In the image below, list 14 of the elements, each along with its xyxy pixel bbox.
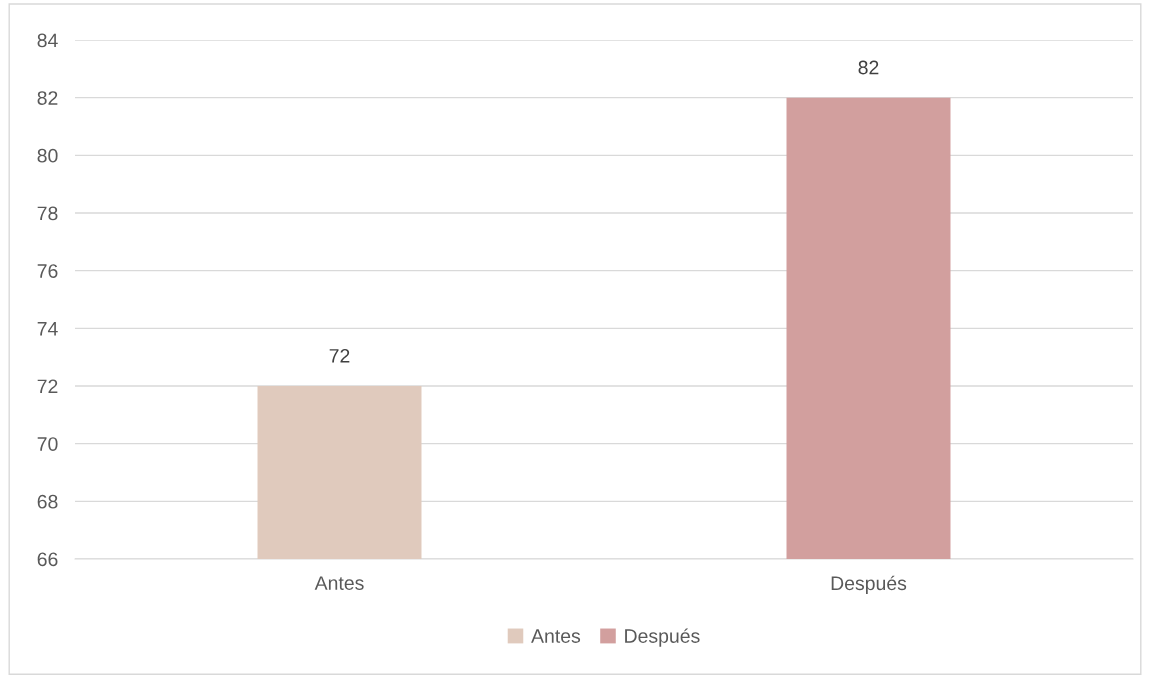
y-tick-label: 82: [37, 91, 58, 105]
y-tick-label: 74: [37, 322, 58, 336]
y-tick-label: 66: [37, 552, 58, 567]
y-tick-label: 76: [37, 264, 58, 278]
legend-label: Después: [625, 628, 700, 647]
y-tick-label: 84: [37, 33, 58, 48]
legend-label: Antes: [531, 629, 581, 643]
y-tick-label: 70: [37, 437, 58, 451]
data-label: 72: [329, 348, 350, 363]
data-label: 82: [858, 60, 879, 75]
y-tick-label: 78: [37, 206, 58, 221]
y-tick-label: 72: [37, 379, 58, 394]
y-tick-label: 68: [37, 494, 58, 509]
y-tick-label: 80: [37, 148, 58, 163]
